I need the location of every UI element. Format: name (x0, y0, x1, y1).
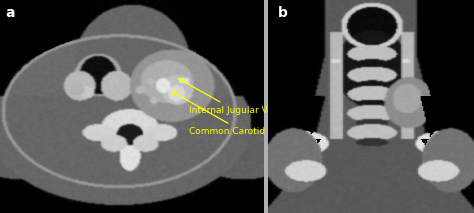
Text: b: b (278, 6, 288, 20)
Text: a: a (5, 6, 15, 20)
Text: Internal Jugular Vein: Internal Jugular Vein (179, 79, 282, 115)
Text: Common Carotid Artery: Common Carotid Artery (172, 92, 297, 136)
